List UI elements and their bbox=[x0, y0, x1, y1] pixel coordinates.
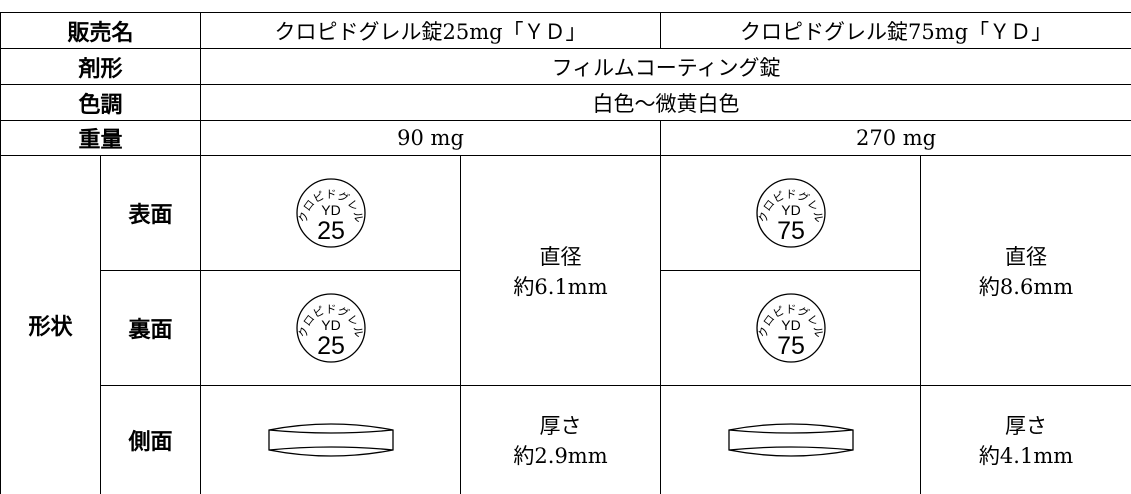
row: 色調 白色～微黄白色 bbox=[1, 85, 1131, 121]
value: 約4.1mm bbox=[921, 440, 1131, 470]
row: 販売名 クロピドグレル錠25mg「ＹＤ」 クロピドグレル錠75mg「ＹＤ」 bbox=[1, 13, 1131, 49]
value: 約2.9mm bbox=[461, 440, 660, 470]
property-table: 販売名 クロピドグレル錠25mg「ＹＤ」 クロピドグレル錠75mg「ＹＤ」 剤形… bbox=[0, 12, 1131, 494]
row: 剤形 フィルムコーティング錠 bbox=[1, 49, 1131, 85]
row-label: 色調 bbox=[1, 85, 201, 121]
face-label: 表面 bbox=[101, 156, 201, 271]
value: 約6.1mm bbox=[461, 271, 660, 301]
tablet-side bbox=[266, 418, 396, 462]
cell: 直径約8.6mm bbox=[921, 156, 1131, 386]
product-name: クロピドグレル錠25mg「ＹＤ」 bbox=[201, 13, 661, 49]
cell: 270 mg bbox=[661, 121, 1131, 156]
cell: 直径約6.1mm bbox=[461, 156, 661, 386]
imprint-strength: 25 bbox=[317, 332, 345, 360]
product-name: クロピドグレル錠75mg「ＹＤ」 bbox=[661, 13, 1131, 49]
cell: フィルムコーティング錠 bbox=[201, 49, 1131, 85]
row-label: 重量 bbox=[1, 121, 201, 156]
cell: 厚さ約4.1mm bbox=[921, 386, 1131, 494]
cell: 白色～微黄白色 bbox=[201, 85, 1131, 121]
row-label: 販売名 bbox=[1, 13, 201, 49]
tablet-side bbox=[726, 418, 856, 462]
face-label: 裏面 bbox=[101, 271, 201, 386]
row-label: 剤形 bbox=[1, 49, 201, 85]
label: 直径 bbox=[461, 241, 660, 271]
row: 重量 90 mg 270 mg bbox=[1, 121, 1131, 156]
value: 約8.6mm bbox=[921, 271, 1131, 301]
imprint-strength: 25 bbox=[317, 217, 345, 245]
row: 側面 厚さ約2.9mm 厚さ約4.1mm bbox=[1, 386, 1131, 494]
row-label: 形状 bbox=[1, 156, 101, 494]
imprint-strength: 75 bbox=[777, 217, 805, 245]
imprint-strength: 75 bbox=[777, 332, 805, 360]
imprint-code: YD bbox=[321, 317, 340, 333]
imprint-code: YD bbox=[781, 202, 800, 218]
side-cell bbox=[661, 386, 921, 494]
label: 直径 bbox=[921, 241, 1131, 271]
imprint-code: YD bbox=[781, 317, 800, 333]
label: 厚さ bbox=[461, 410, 660, 440]
label: 厚さ bbox=[921, 410, 1131, 440]
side-cell bbox=[201, 386, 461, 494]
face-label: 側面 bbox=[101, 386, 201, 494]
cell: 厚さ約2.9mm bbox=[461, 386, 661, 494]
imprint-code: YD bbox=[321, 202, 340, 218]
cell: 90 mg bbox=[201, 121, 661, 156]
